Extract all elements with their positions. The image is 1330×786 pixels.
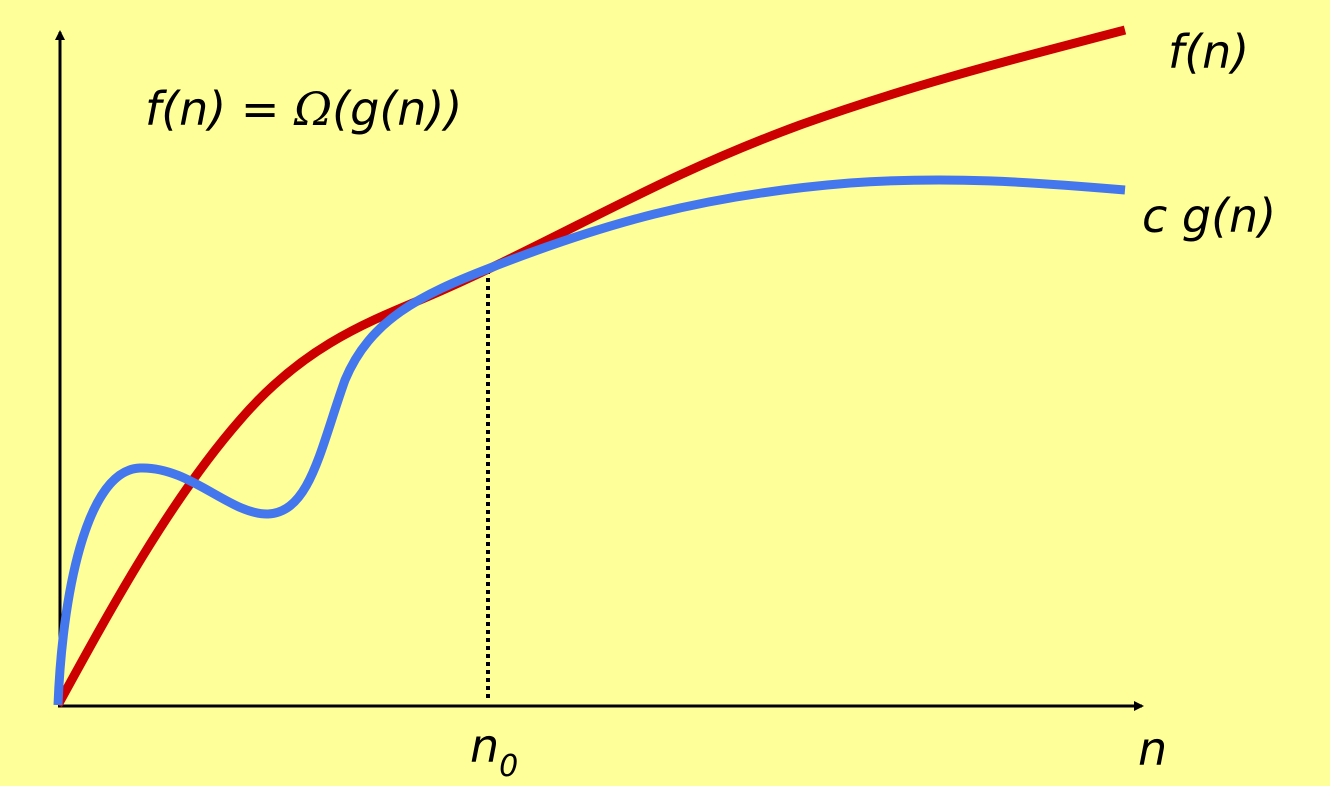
f-label: f(n) (1168, 25, 1249, 79)
cg-curve (53, 175, 1126, 706)
n0-base: n (470, 719, 499, 773)
omega: Ω (293, 82, 332, 136)
n0-label: n0 (470, 719, 518, 784)
formula-left: f(n) = (145, 82, 294, 136)
formula-right: (g(n)) (332, 82, 462, 136)
n0-subscript: 0 (499, 749, 518, 784)
x-label: n (1138, 722, 1167, 776)
cg-label: c g(n) (1142, 189, 1276, 243)
formula: f(n) = Ω(g(n)) (145, 82, 462, 136)
